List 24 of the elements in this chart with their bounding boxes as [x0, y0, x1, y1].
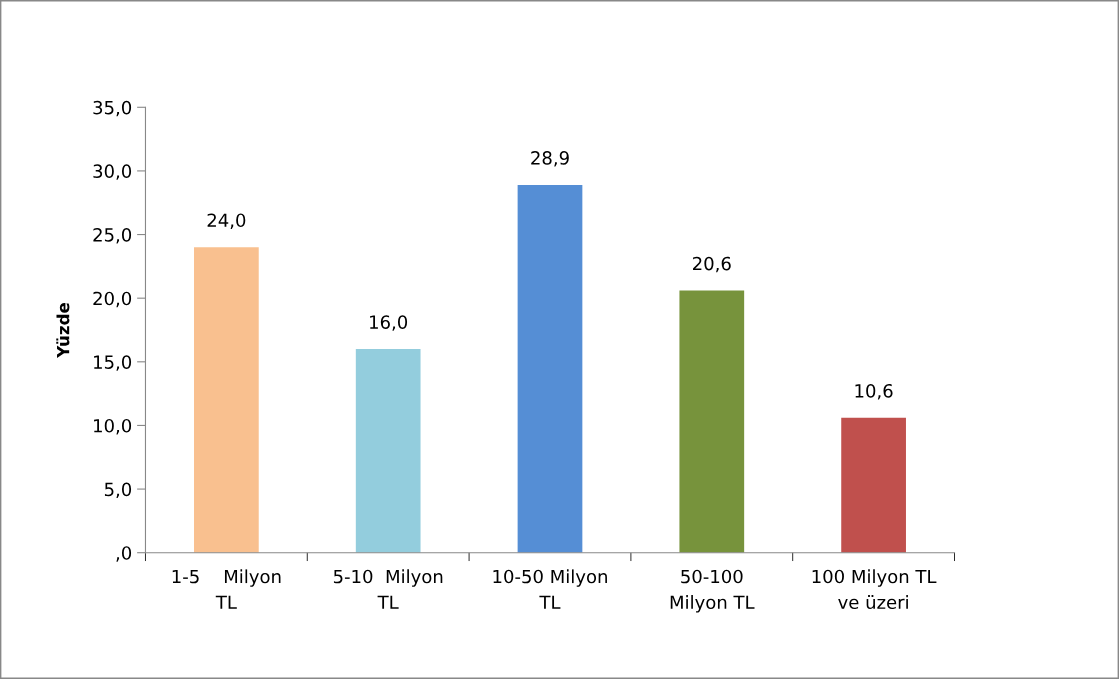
y-tick-label: 15,0: [94, 355, 132, 371]
y-tick-label: 25,0: [93, 228, 132, 244]
data-label: 24,0: [207, 213, 246, 229]
data-label: 16,0: [370, 315, 408, 331]
y-tick-label: ,0: [116, 546, 132, 562]
y-tick-label: 20,0: [93, 291, 132, 308]
bar: [355, 349, 421, 553]
bar: [517, 184, 583, 553]
y-axis-title: Yüzde: [56, 302, 70, 358]
x-tick-label: 1-5 Milyon TL: [172, 569, 281, 609]
x-tick-label: 10-50 Milyon TL: [493, 569, 607, 609]
data-label: 20,6: [693, 256, 731, 273]
y-tick-label: 35,0: [93, 100, 132, 117]
x-tick-label: 50-100 Milyon TL: [670, 569, 755, 613]
data-label: 28,9: [531, 151, 569, 167]
bar: [194, 247, 259, 553]
y-tick-label: 5,0: [104, 482, 132, 499]
y-tick-label: 10,0: [94, 418, 132, 435]
y-tick-label: 30,0: [93, 164, 132, 180]
data-label: 10,6: [855, 383, 893, 400]
x-tick-label: 100 Milyon TL ve üzeri: [812, 569, 937, 610]
bar: [679, 290, 745, 553]
bar: [841, 417, 906, 553]
x-tick-label: 5-10 Milyon TL: [333, 569, 443, 609]
